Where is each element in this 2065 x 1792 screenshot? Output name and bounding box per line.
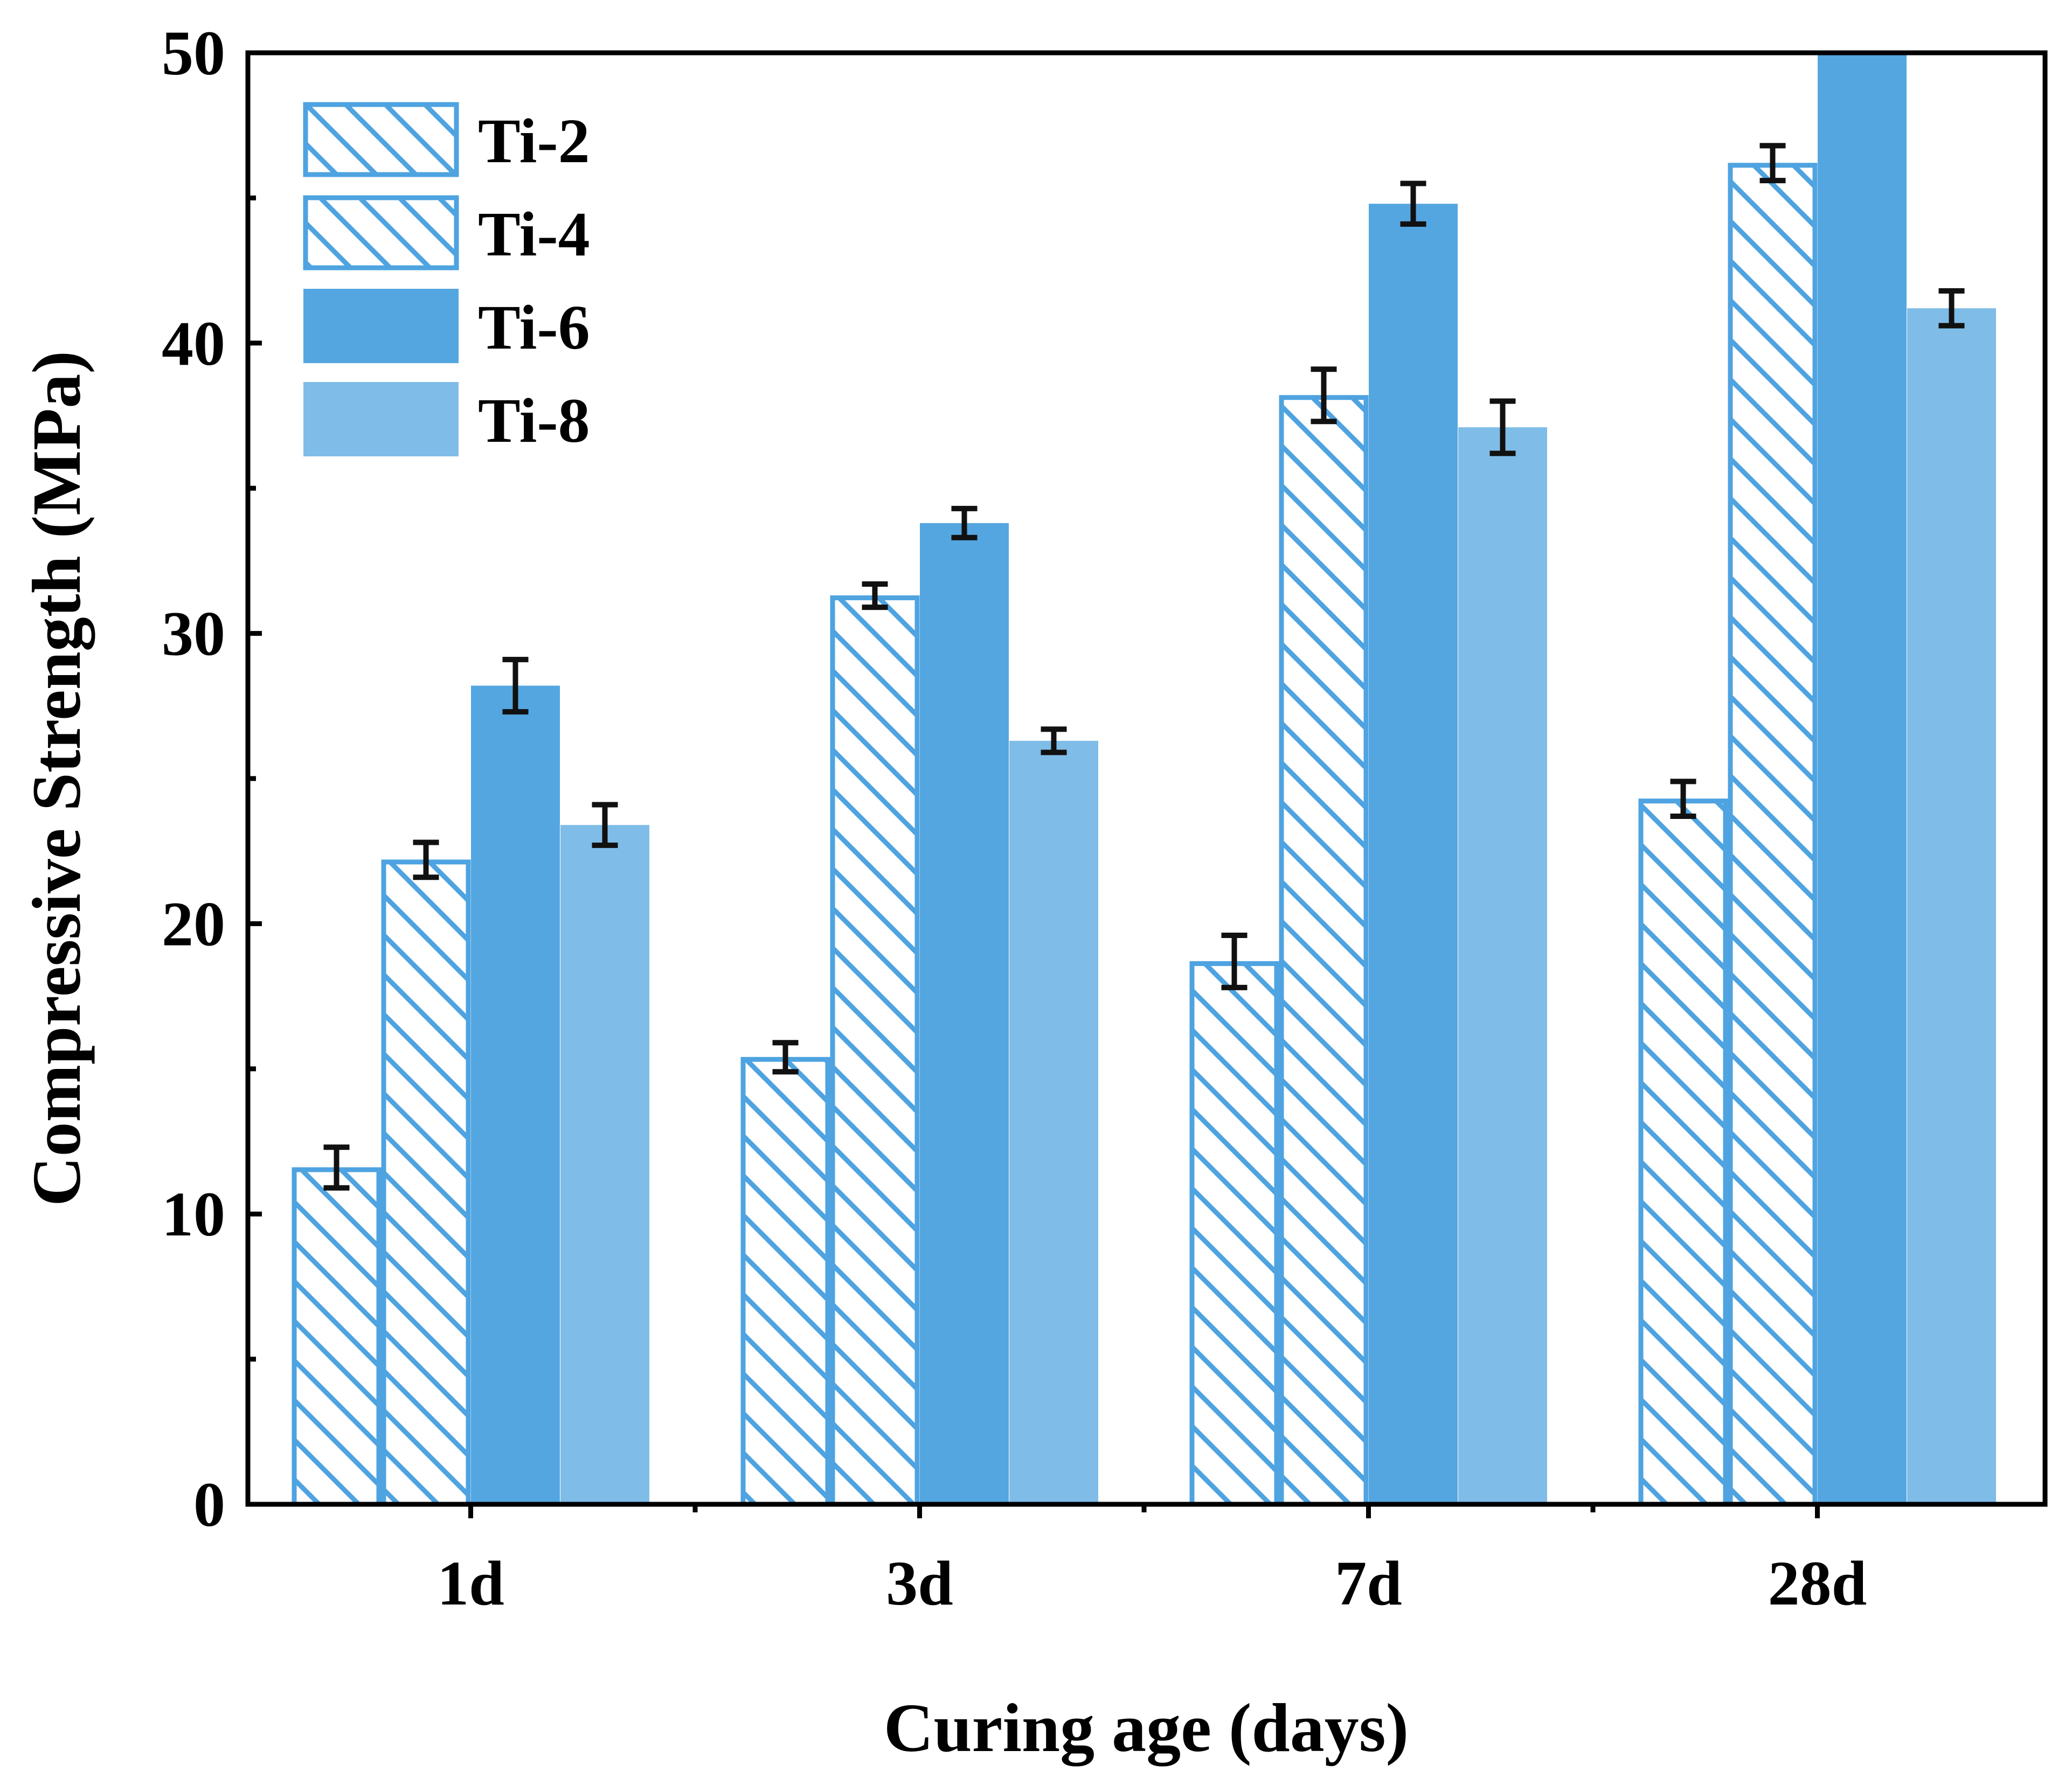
error-bar-ti-4-3d [862,581,888,610]
bar-ti-2-7d [1189,961,1279,1504]
bar-ti-4-3d [830,595,920,1504]
legend-swatch-ti-4 [303,195,459,270]
legend-label-ti-4: Ti-4 [478,199,590,269]
x-axis-title: Curing age (days) [884,1690,1409,1766]
error-bar-ti-8-1d [592,802,618,848]
legend-swatch-ti-8 [303,382,459,456]
legend-label-ti-8: Ti-8 [478,385,590,456]
bar-ti-8-28d [1907,308,1996,1504]
error-bar-ti-2-7d [1221,932,1248,990]
bar-ti-4-1d [381,859,471,1504]
error-bar-ti-2-3d [772,1040,799,1075]
error-bar-ti-8-3d [1041,726,1067,755]
bar-ti-8-1d [560,825,649,1504]
bars-layer [292,53,1996,1504]
error-bar-ti-6-7d [1400,180,1426,227]
y-tick-label: 20 [162,888,225,959]
bar-ti-2-3d [740,1057,830,1504]
legend-swatch-ti-6 [303,289,459,363]
bar-ti-2-28d [1638,798,1728,1504]
error-bars-layer [323,143,1965,1191]
x-tick-label-28d: 28d [1768,1548,1867,1619]
bar-ti-4-7d [1279,395,1369,1504]
x-tick-label-3d: 3d [886,1548,953,1619]
legend-swatch-ti-2 [303,102,459,177]
legend-label-ti-2: Ti-2 [478,106,590,176]
legend-label-ti-6: Ti-6 [478,292,590,363]
error-bar-ti-8-28d [1938,288,1965,329]
error-bar-ti-4-7d [1311,366,1337,425]
error-bar-ti-6-1d [502,657,529,715]
bar-ti-6-3d [920,523,1009,1504]
x-tick-label-7d: 7d [1335,1548,1402,1619]
bar-ti-6-7d [1369,204,1458,1504]
error-bar-ti-4-1d [413,839,439,880]
error-bar-ti-6-3d [951,505,978,540]
bar-ti-8-3d [1009,740,1098,1504]
y-tick-label: 10 [162,1179,225,1249]
error-bar-ti-2-28d [1670,779,1696,819]
y-tick-label: 30 [162,599,225,669]
bar-ti-4-28d [1728,163,1818,1504]
legend: Ti-2 Ti-4 Ti-6 Ti-8 [303,102,590,456]
bar-ti-6-1d [471,685,560,1504]
y-axis-title: Compressive Strength (MPa) [18,351,95,1206]
bar-ti-8-7d [1458,427,1547,1504]
error-bar-ti-8-7d [1489,398,1516,456]
error-bar-ti-2-1d [323,1144,350,1191]
y-tick-label: 40 [162,308,225,379]
x-tick-label-1d: 1d [437,1548,504,1619]
y-tick-label: 0 [193,1469,225,1540]
axes-layer: 0 10 20 30 40 50 1d 3d 7d 28d [162,18,1867,1619]
bar-ti-2-1d [292,1167,382,1504]
bar-ti-6-28d [1818,53,1907,1504]
error-bar-ti-4-28d [1759,143,1786,184]
y-tick-label: 50 [162,18,225,88]
